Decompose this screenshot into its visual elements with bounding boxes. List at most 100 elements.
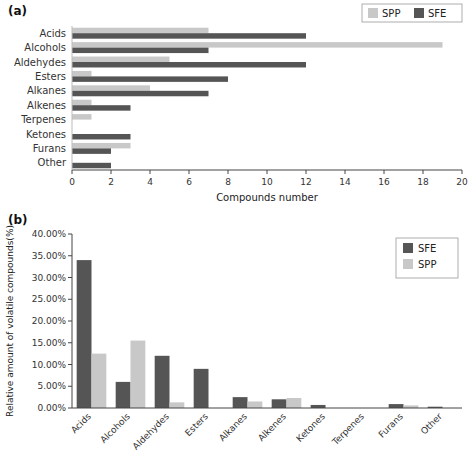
y-tick [68,342,72,343]
category-label: Other [38,157,67,168]
y-tick [68,386,72,387]
bar [194,369,209,408]
y-tick-label: 20.00% [32,316,67,326]
category-label: Ketones [294,411,327,444]
x-tick [423,170,424,174]
category-label: Furans [33,143,66,154]
x-tick [72,170,73,174]
x-tick [150,170,151,174]
y-tick [68,234,72,235]
category-label: Aldehydes [14,57,66,68]
category-label: Terpenes [20,114,66,125]
y-tick [68,364,72,365]
x-axis-line [72,408,462,409]
y-tick-label: 15.00% [32,338,67,348]
legend-frame [396,238,458,278]
panel: (b)0.00%5.00%10.00%15.00%20.00%25.00%30.… [5,213,462,452]
panel-title: (a) [8,4,27,18]
x-tick [189,170,190,174]
x-tick-label: 14 [339,177,351,187]
x-tick-label: 20 [456,177,468,187]
bar [72,28,209,33]
x-tick [345,170,346,174]
x-tick [462,170,463,174]
bar [131,341,146,408]
category-label: Other [419,411,444,436]
x-tick [228,170,229,174]
bar [92,354,107,408]
category-label: Terpenes [330,411,367,448]
bar [72,33,306,38]
panel: (a)AcidsAlcoholsAldehydesEstersAlkanesAl… [8,4,468,203]
category-label: Alcohols [24,42,66,53]
y-tick-label: 30.00% [32,273,67,283]
legend-label: SPP [418,259,436,270]
bar [72,71,92,76]
bar [389,404,404,408]
x-axis-label: Compounds number [216,192,319,203]
bar [72,134,131,139]
bar [72,42,443,47]
y-tick [68,277,72,278]
category-label: Alkenes [256,411,288,443]
x-tick-label: 12 [300,177,311,187]
category-label: Esters [35,71,66,82]
legend-swatch [403,259,413,269]
legend-frame [362,4,462,22]
category-label: Alkanes [27,85,66,96]
bar [72,76,228,81]
legend: SPP SFE [362,4,462,22]
x-tick [306,170,307,174]
x-tick-label: 6 [186,177,192,187]
bar [233,397,248,408]
category-label: Esters [183,411,210,438]
bar [272,399,287,408]
y-tick-label: 25.00% [32,294,67,304]
x-tick [111,170,112,174]
category-label: Acids [69,411,93,435]
bar [72,100,92,105]
bar [170,402,185,408]
bar [77,260,92,408]
bar [116,382,131,408]
bar [72,48,209,53]
y-axis-label: Relative amount of volatile compounds(%) [5,225,15,417]
legend: SFE SPP [396,238,458,278]
legend-label: SPP [382,8,400,19]
bar [72,62,306,67]
x-tick-label: 2 [108,177,114,187]
x-tick-label: 16 [378,177,390,187]
x-tick-label: 4 [147,177,153,187]
x-tick-label: 8 [225,177,231,187]
category-label: Alkenes [27,100,66,111]
bar [155,356,170,408]
y-tick [68,299,72,300]
x-tick-label: 18 [417,177,429,187]
legend-label: SFE [418,243,436,254]
category-label: Alkanes [217,411,249,443]
bar [72,105,131,110]
axes: AcidsAlcoholsAldehydesEstersAlkanesAlken… [14,26,468,203]
x-tick [384,170,385,174]
bars [77,260,443,408]
category-label: Alcohols [98,411,132,445]
bar [72,91,209,96]
legend-label: SFE [428,8,446,19]
x-tick [267,170,268,174]
bars [72,28,443,169]
figure: (a)AcidsAlcoholsAldehydesEstersAlkanesAl… [0,0,474,474]
y-tick-label: 40.00% [32,229,67,239]
bar [287,398,302,408]
bar [72,57,170,62]
y-tick [68,255,72,256]
legend-swatch [403,243,413,253]
y-tick-label: 35.00% [32,251,67,261]
x-tick-label: 10 [261,177,273,187]
legend-swatch [414,8,424,18]
y-tick [68,408,72,409]
bar [72,148,111,153]
y-tick-label: 5.00% [37,381,66,391]
bar [248,401,263,408]
y-tick [68,321,72,322]
bar [72,163,111,168]
